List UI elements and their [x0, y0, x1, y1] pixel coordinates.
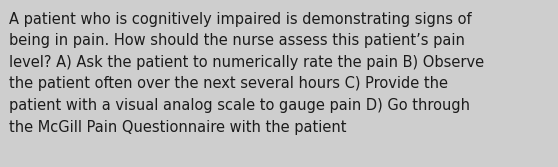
- Text: A patient who is cognitively impaired is demonstrating signs of
being in pain. H: A patient who is cognitively impaired is…: [9, 12, 484, 135]
